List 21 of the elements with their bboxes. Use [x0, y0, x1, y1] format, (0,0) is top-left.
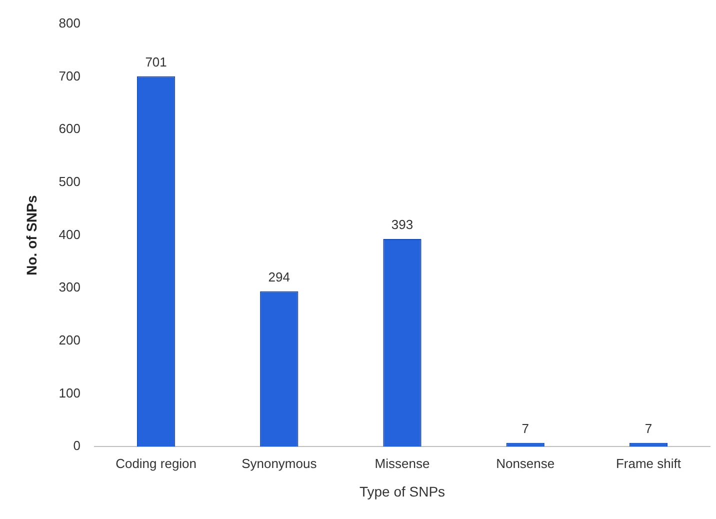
y-tick-label: 0	[73, 438, 80, 454]
data-label: 294	[268, 269, 290, 284]
y-tick-label: 500	[58, 174, 80, 190]
data-label: 393	[391, 217, 414, 232]
y-tick-label: 700	[58, 68, 80, 84]
data-label: 7	[522, 420, 529, 436]
y-tick-label: 400	[58, 226, 80, 242]
data-label: 7	[644, 420, 652, 436]
x-tick-label: Missense	[374, 456, 430, 471]
x-tick-label: Nonsense	[496, 456, 555, 471]
y-tick-label: 200	[58, 332, 80, 348]
y-axis-title: No. of SNPs	[23, 195, 40, 276]
y-tick-label: 600	[58, 121, 80, 136]
x-tick-label: Frame shift	[616, 456, 682, 471]
x-axis-title: Type of SNPs	[359, 483, 446, 500]
y-tick-label: 100	[58, 385, 80, 400]
y-tick-label: 800	[58, 16, 80, 31]
y-tick-label: 300	[58, 280, 80, 295]
data-label: 701	[145, 54, 167, 70]
x-tick-label: Synonymous	[242, 456, 318, 471]
x-tick-label: Coding region	[116, 456, 197, 471]
